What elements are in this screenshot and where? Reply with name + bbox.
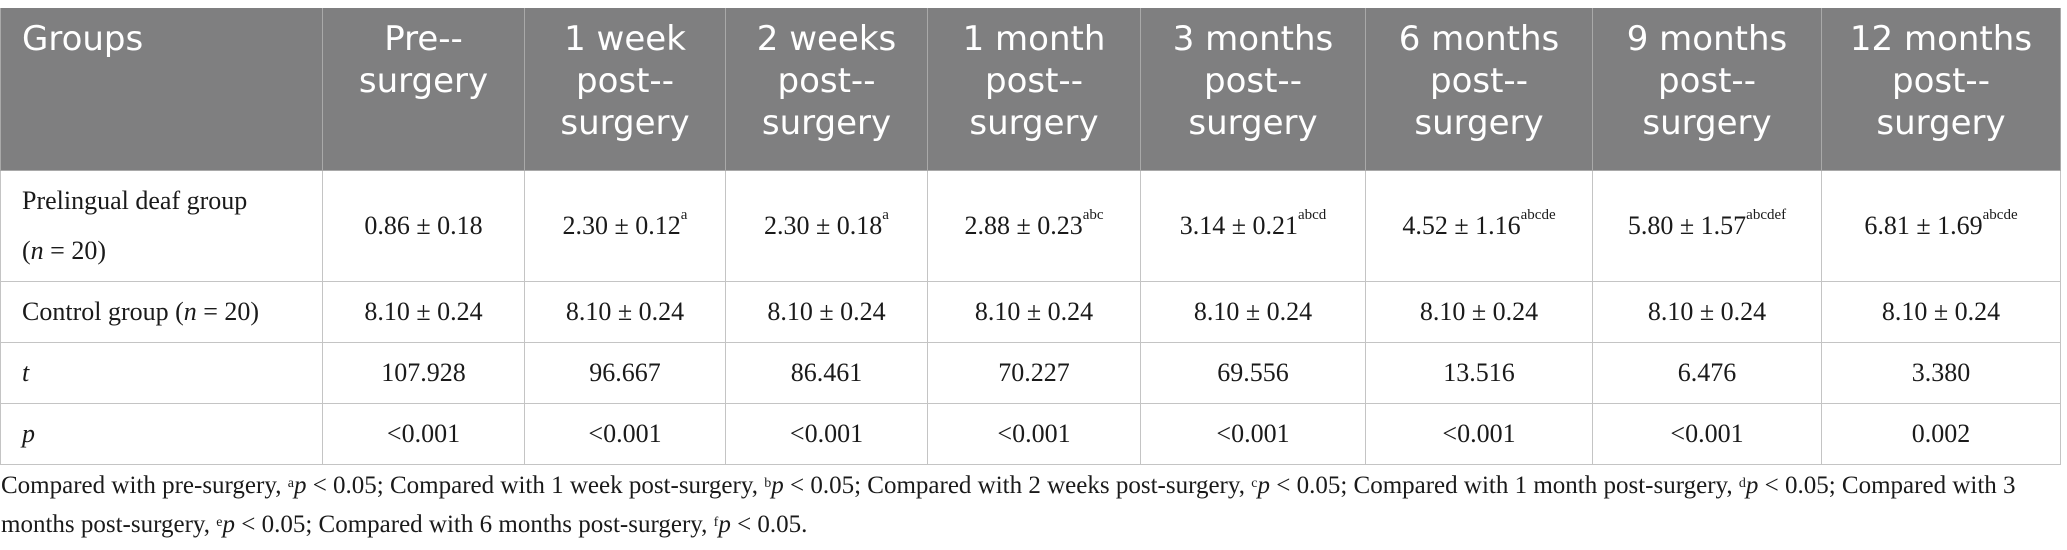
table-cell: 2.30 ± 0.18a [725, 170, 928, 282]
cell-value: 2.30 ± 0.18 [764, 211, 883, 240]
table-cell: 2.30 ± 0.12a [524, 170, 726, 282]
header-1-month: 1 month post-­surgery [927, 8, 1141, 171]
footnote-p: p [222, 511, 236, 538]
table-footnote: Compared with pre-surgery, ap < 0.05; Co… [1, 466, 2061, 544]
table-cell: 3.14 ± 0.21abcd [1140, 170, 1366, 282]
table-cell: 8.10 ± 0.24 [927, 281, 1141, 343]
table-cell: 4.52 ± 1.16abcde [1365, 170, 1593, 282]
row-label-control: Control group (n = 20) [0, 281, 323, 343]
cell-superscript: abc [1082, 207, 1104, 223]
row-label-prelingual: Prelingual deaf group (n = 20) [0, 170, 323, 282]
table-cell: 8.10 ± 0.24 [1592, 281, 1822, 343]
table-row: p <0.001 <0.001 <0.001 <0.001 <0.001 <0.… [0, 403, 2061, 465]
table-cell: 69.556 [1140, 342, 1366, 404]
table-cell: 8.10 ± 0.24 [524, 281, 726, 343]
footnote-marker: d [1738, 476, 1746, 491]
row-label-t: t [0, 342, 323, 404]
table-cell: 5.80 ± 1.57abcdef [1592, 170, 1822, 282]
header-6-months: 6 months post-­surgery [1365, 8, 1593, 171]
table-cell: 70.227 [927, 342, 1141, 404]
footnote-p: p [771, 472, 784, 499]
cell-superscript: abcdef [1746, 207, 1787, 223]
table-cell: 8.10 ± 0.24 [1821, 281, 2061, 343]
cell-value: 5.80 ± 1.57 [1627, 211, 1747, 240]
table-cell: 8.10 ± 0.24 [322, 281, 525, 343]
table-cell: 0.86 ± 0.18 [322, 170, 525, 282]
prelingual-label-n: n [30, 236, 44, 265]
footnote-text: < 0.05; Compared with 3 months post-surg… [1, 472, 2016, 538]
results-table: Groups Pre-­surgery 1 week post-­surgery… [0, 8, 2061, 465]
cell-superscript: abcd [1297, 207, 1327, 223]
footnote-text: Compared with pre-surgery, [1, 472, 288, 499]
table-cell: 107.928 [322, 342, 525, 404]
header-3-months: 3 months post-­surgery [1140, 8, 1366, 171]
header-row: Groups Pre-­surgery 1 week post-­surgery… [0, 8, 2061, 171]
header-2-weeks: 2 weeks post-­surgery [725, 8, 928, 171]
table-cell: <0.001 [524, 403, 726, 465]
table-row: Control group (n = 20) 8.10 ± 0.24 8.10 … [0, 281, 2061, 343]
footnote-p: p [293, 472, 307, 499]
prelingual-label-open: ( [22, 236, 31, 265]
footnote-p: p [1745, 472, 1759, 499]
prelingual-label-text: Prelingual deaf group [22, 186, 248, 215]
cell-value: 4.52 ± 1.16 [1402, 211, 1521, 240]
footnote-marker: a [287, 476, 294, 491]
cell-superscript: a [882, 207, 889, 223]
footnote-marker: b [764, 476, 772, 491]
table-cell: <0.001 [322, 403, 525, 465]
cell-value: 6.81 ± 1.69 [1864, 211, 1983, 240]
table-cell: 86.461 [725, 342, 928, 404]
table-cell: 3.380 [1821, 342, 2061, 404]
cell-value: 3.14 ± 0.21 [1179, 211, 1298, 240]
table-row: Prelingual deaf group (n = 20) 0.86 ± 0.1… [0, 170, 2061, 282]
cell-superscript: abcde [1520, 207, 1556, 223]
prelingual-label-count: = 20) [43, 236, 106, 265]
header-1-week: 1 week post-­surgery [524, 8, 726, 171]
footnote-p: p [718, 511, 731, 538]
table-cell: <0.001 [927, 403, 1141, 465]
header-12-months: 12 months post-­surgery [1821, 8, 2061, 171]
footnote-text: < 0.05; Compared with 1 week post-surger… [306, 472, 765, 499]
table-cell: 8.10 ± 0.24 [1365, 281, 1593, 343]
footnote-text: < 0.05; Compared with 6 months post-surg… [235, 511, 714, 538]
footnote-p: p [1257, 472, 1270, 499]
table-cell: 6.81 ± 1.69abcde [1821, 170, 2061, 282]
cell-value: 2.30 ± 0.12 [562, 211, 681, 240]
footnote-text: < 0.05; Compared with 2 weeks post-surge… [783, 472, 1252, 499]
table-cell: <0.001 [1365, 403, 1593, 465]
header-9-months: 9 months post-­surgery [1592, 8, 1822, 171]
table-cell: 0.002 [1821, 403, 2061, 465]
control-label-text: Control group ( [22, 297, 184, 326]
cell-value: 2.88 ± 0.23 [964, 211, 1083, 240]
table-cell: <0.001 [1140, 403, 1366, 465]
header-pre-surgery: Pre-­surgery [322, 8, 525, 171]
cell-value: 0.86 ± 0.18 [364, 211, 483, 240]
table-cell: 2.88 ± 0.23abc [927, 170, 1141, 282]
table-cell: 96.667 [524, 342, 726, 404]
table-cell: <0.001 [725, 403, 928, 465]
cell-superscript: a [680, 207, 688, 223]
table-cell: 8.10 ± 0.24 [1140, 281, 1366, 343]
cell-superscript: abcde [1982, 207, 2018, 223]
footnote-text: < 0.05; Compared with 1 month post-surge… [1269, 472, 1739, 499]
header-groups: Groups [0, 8, 323, 171]
footnote-marker: f [713, 515, 719, 530]
table-cell: <0.001 [1592, 403, 1822, 465]
table-cell: 6.476 [1592, 342, 1822, 404]
table-cell: 8.10 ± 0.24 [725, 281, 928, 343]
control-label-count: = 20) [196, 297, 260, 326]
control-label-n: n [183, 297, 197, 326]
footnote-marker: e [216, 515, 223, 530]
footnote-text: < 0.05. [730, 511, 808, 538]
row-label-p: p [0, 403, 323, 465]
table-row: t 107.928 96.667 86.461 70.227 69.556 13… [0, 342, 2061, 404]
table-cell: 13.516 [1365, 342, 1593, 404]
footnote-marker: c [1251, 476, 1258, 491]
